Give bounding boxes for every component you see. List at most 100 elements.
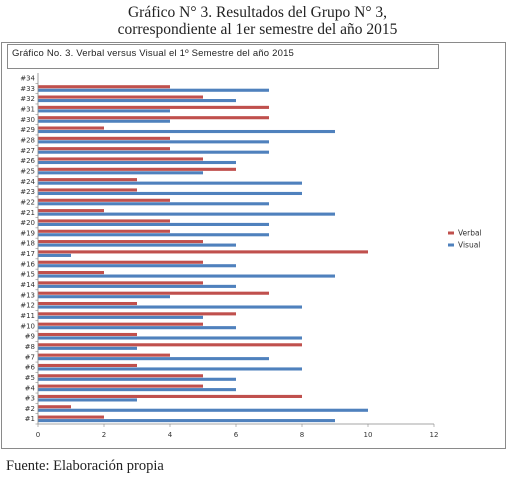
bar-verbal-2	[38, 405, 71, 409]
y-tick-label: #13	[20, 291, 35, 299]
bar-verbal-6	[38, 363, 137, 368]
x-tick-label: 8	[300, 431, 304, 439]
x-tick-label: 6	[234, 431, 239, 439]
bar-verbal-19	[38, 229, 170, 233]
y-tick-label: #2	[25, 405, 35, 413]
y-tick-label: #32	[20, 95, 35, 103]
y-tick-label: #21	[20, 209, 35, 217]
bar-verbal-31	[38, 105, 269, 109]
bar-verbal-33	[38, 85, 170, 89]
bar-visual-31	[38, 109, 170, 113]
bar-verbal-11	[38, 312, 236, 316]
bar-visual-22	[38, 202, 269, 206]
x-tick-label: 0	[36, 431, 40, 439]
bar-verbal-25	[38, 167, 236, 171]
chart-frame: Gráfico No. 3. Verbal versus Visual el 1…	[1, 42, 506, 449]
bar-verbal-22	[38, 198, 170, 202]
y-tick-label: #6	[25, 364, 36, 372]
bar-verbal-8	[38, 343, 302, 347]
bar-verbal-29	[38, 126, 104, 130]
y-tick-label: #16	[20, 260, 35, 268]
bar-verbal-1	[38, 415, 104, 419]
bar-visual-32	[38, 99, 236, 103]
y-tick-label: #15	[20, 271, 35, 279]
bar-visual-2	[38, 408, 368, 412]
bar-verbal-17	[38, 250, 368, 254]
bar-verbal-9	[38, 332, 137, 337]
bar-verbal-20	[38, 219, 170, 223]
bar-verbal-30	[38, 116, 269, 120]
y-tick-label: #8	[25, 343, 35, 351]
y-tick-label: #20	[20, 219, 35, 227]
y-tick-label: #3	[25, 395, 35, 403]
bar-visual-30	[38, 119, 170, 123]
legend-label-visual: Visual	[458, 241, 480, 250]
bar-verbal-21	[38, 209, 104, 213]
bar-visual-28	[38, 140, 269, 144]
y-tick-label: #30	[20, 116, 35, 124]
bar-visual-4	[38, 388, 236, 392]
y-tick-label: #17	[20, 250, 35, 258]
bar-verbal-18	[38, 240, 203, 244]
y-tick-label: #26	[20, 157, 35, 165]
bar-verbal-23	[38, 188, 137, 192]
y-tick-label: #29	[20, 126, 35, 134]
x-tick-label: 4	[168, 431, 173, 439]
bar-verbal-16	[38, 260, 203, 264]
bar-visual-11	[38, 315, 203, 319]
y-tick-label: #24	[20, 178, 35, 186]
bar-verbal-28	[38, 136, 170, 140]
y-tick-label: #22	[20, 198, 35, 206]
bar-visual-25	[38, 171, 203, 175]
bar-visual-12	[38, 305, 302, 309]
legend-label-verbal: Verbal	[458, 229, 482, 238]
y-tick-label: #23	[20, 188, 35, 196]
bar-verbal-7	[38, 353, 170, 357]
bar-verbal-10	[38, 322, 203, 326]
bar-visual-26	[38, 160, 236, 165]
bar-verbal-24	[38, 178, 137, 182]
caption-line-2: correspondiente al 1er semestre del año …	[117, 21, 398, 38]
bar-visual-13	[38, 295, 170, 299]
y-tick-label: #33	[20, 85, 35, 93]
bar-verbal-32	[38, 95, 203, 99]
y-tick-label: #9	[25, 333, 35, 341]
bar-chart: #1 #2 #3 #4 #5 #6 #7 #8 #9 #10 #11 #12 #13 #14 #15 #16 #…	[20, 73, 482, 439]
bar-visual-16	[38, 264, 236, 268]
bar-visual-23	[38, 191, 302, 196]
bar-verbal-4	[38, 384, 203, 388]
y-tick-label: #25	[20, 167, 35, 175]
y-tick-label: #1	[25, 415, 35, 423]
bar-verbal-12	[38, 301, 137, 306]
bar-verbal-3	[38, 394, 302, 398]
y-tick-label: #7	[25, 353, 35, 361]
chart-title: Gráfico No. 3. Verbal versus Visual el 1…	[12, 48, 295, 59]
x-tick-label: 12	[430, 431, 439, 439]
legend-swatch-visual	[448, 243, 454, 247]
y-tick-label: #31	[20, 106, 35, 114]
bar-verbal-26	[38, 157, 203, 161]
bar-visual-15	[38, 274, 335, 278]
bar-visual-8	[38, 346, 137, 350]
bar-visual-24	[38, 181, 302, 185]
bar-visual-14	[38, 284, 236, 288]
y-tick-label: #18	[20, 240, 35, 248]
y-tick-label: #11	[20, 312, 35, 320]
bar-visual-27	[38, 150, 269, 154]
bar-verbal-14	[38, 281, 203, 285]
y-tick-label: #4	[25, 384, 36, 392]
caption-line-1: Gráfico N° 3. Resultados del Grupo N° 3,	[127, 4, 388, 21]
bar-visual-17	[38, 253, 71, 257]
legend-swatch-verbal	[448, 231, 454, 235]
bar-visual-29	[38, 129, 335, 134]
bar-visual-10	[38, 326, 236, 330]
source-note: Fuente: Elaboración propia	[6, 458, 164, 474]
bar-visual-18	[38, 243, 236, 247]
bar-verbal-5	[38, 374, 203, 378]
y-tick-label: #12	[20, 302, 35, 310]
bar-verbal-15	[38, 271, 104, 275]
bar-visual-9	[38, 336, 302, 340]
bar-visual-7	[38, 357, 269, 361]
bar-visual-33	[38, 88, 269, 92]
bar-visual-3	[38, 398, 137, 402]
